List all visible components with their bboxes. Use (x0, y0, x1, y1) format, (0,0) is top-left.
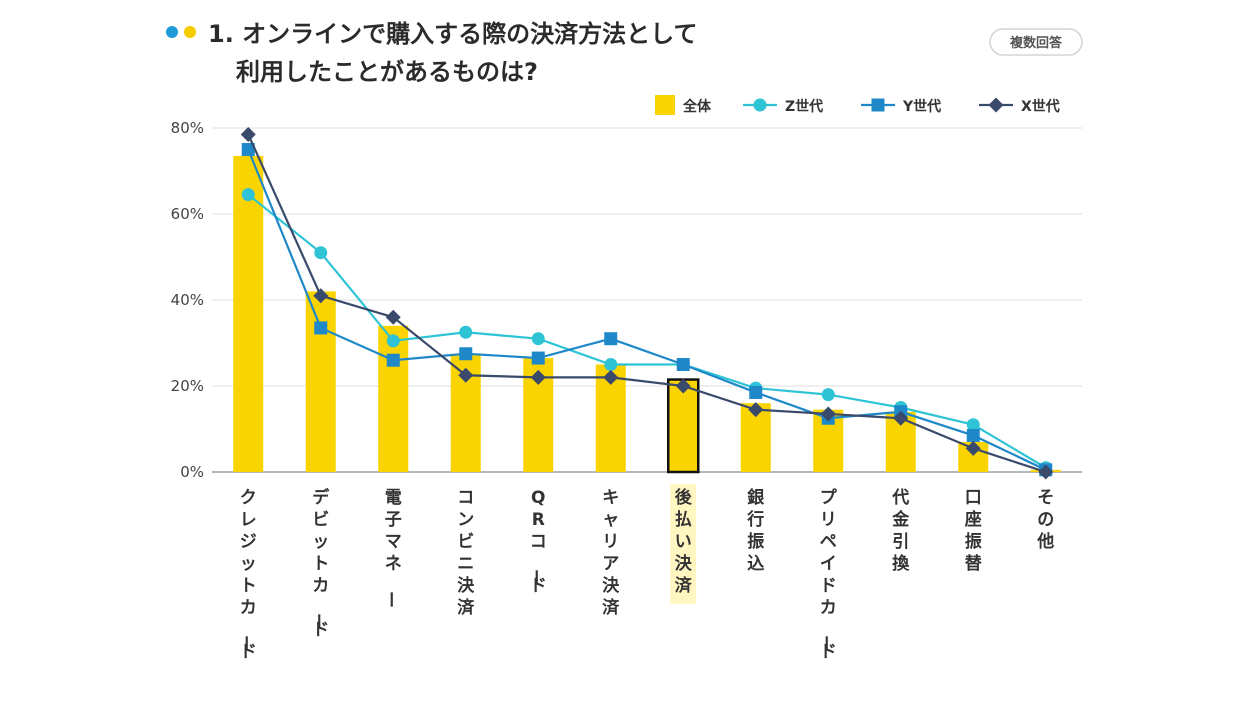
category-label-9: 代金引換 (891, 487, 910, 574)
marker-2-7 (749, 385, 763, 399)
bar-6 (667, 378, 700, 474)
legend-marker (988, 97, 1004, 113)
x-axis-categories: クレジットカード デビットカード 電子マネー コンビニ決済 Q R コード キャリア決済 後払い… (235, 484, 1054, 662)
marker-3-1 (313, 288, 329, 304)
header-dot-yellow (184, 26, 196, 38)
marker-2-0 (241, 143, 255, 156)
category-label-5: キャリア決済 (602, 488, 620, 618)
legend-item-3: X世代 (979, 97, 1060, 115)
bar-0 (233, 155, 264, 472)
category-label-1: デビットカード (307, 487, 330, 640)
marker-3-6 (675, 378, 691, 394)
marker-1-0 (241, 188, 255, 202)
category-label-6: 後払い決済 (675, 487, 693, 596)
bars-overall (233, 155, 1061, 474)
marker-3-0 (240, 126, 256, 142)
y-tick-label: 40% (171, 291, 204, 309)
legend-marker (753, 98, 767, 112)
marker-1-3 (459, 325, 473, 339)
marker-1-10 (966, 418, 980, 432)
series-line-3 (247, 133, 1047, 474)
y-tick-label: 80% (171, 119, 204, 137)
y-axis-ticks: 0% 20% 40% 60% 80% (171, 119, 204, 481)
chart-title-line1: 1. オンラインで購入する際の決済方法として (208, 20, 697, 48)
category-label-3: コンビニ決済 (457, 488, 475, 618)
category-label-0: クレジットカード (235, 488, 257, 662)
marker-3-7 (748, 402, 764, 418)
marker-2-4 (531, 351, 545, 365)
marker-1-8 (821, 388, 835, 402)
y-tick-label: 20% (171, 377, 204, 395)
y-tick-label: 0% (180, 463, 204, 481)
legend-item-1: Z世代 (743, 98, 823, 115)
marker-3-8 (820, 406, 836, 422)
series-3 (240, 126, 1054, 480)
category-label-7: 銀行振込 (746, 487, 764, 574)
marker-3-11 (1038, 464, 1054, 480)
marker-1-5 (604, 358, 618, 371)
marker-3-2 (385, 309, 401, 325)
marker-3-5 (603, 369, 619, 385)
marker-2-6 (676, 358, 690, 371)
legend-marker (871, 98, 885, 112)
legend: 全体 Z世代 Y世代 X世代 (655, 95, 1060, 115)
multiple-answer-badge (989, 28, 1083, 56)
series-line-1 (247, 193, 1047, 469)
header-dot-blue (166, 26, 178, 38)
y-tick-label: 60% (171, 205, 204, 223)
legend-label: X世代 (1021, 98, 1060, 115)
marker-2-10 (966, 428, 980, 442)
highlight-category-bg (670, 484, 697, 604)
legend-item-2: Y世代 (861, 98, 941, 115)
multiple-answer-badge-text: 複数回答 (1009, 35, 1063, 51)
legend-item-0: 全体 (655, 95, 712, 115)
marker-3-4 (530, 369, 546, 385)
category-label-4: Q R コード (525, 488, 547, 596)
category-label-2: 電子マネー (380, 488, 402, 608)
series-2 (241, 143, 1053, 477)
marker-2-5 (604, 332, 618, 346)
category-label-11: その他 (1036, 488, 1054, 552)
bar-2 (378, 325, 409, 472)
marker-1-1 (314, 246, 328, 260)
marker-2-3 (459, 347, 473, 361)
gridlines (212, 127, 1082, 473)
generation-lines (240, 126, 1054, 480)
category-label-8: プリペイドカード (815, 487, 838, 662)
series-1 (241, 188, 1053, 475)
legend-label: Z世代 (785, 98, 823, 115)
legend-swatch (655, 95, 675, 115)
marker-3-3 (458, 367, 474, 383)
marker-3-9 (893, 410, 909, 426)
marker-1-4 (531, 332, 545, 346)
marker-2-2 (386, 353, 400, 367)
legend-label: Y世代 (902, 98, 941, 115)
bar-1 (305, 291, 336, 472)
chart-title-line2: 利用したことがあるものは? (236, 58, 538, 86)
marker-1-2 (386, 334, 400, 348)
legend-label: 全体 (682, 98, 712, 115)
series-line-2 (247, 149, 1047, 471)
category-label-10: 口座振替 (965, 488, 983, 574)
marker-2-1 (314, 321, 328, 335)
marker-3-10 (965, 440, 981, 456)
